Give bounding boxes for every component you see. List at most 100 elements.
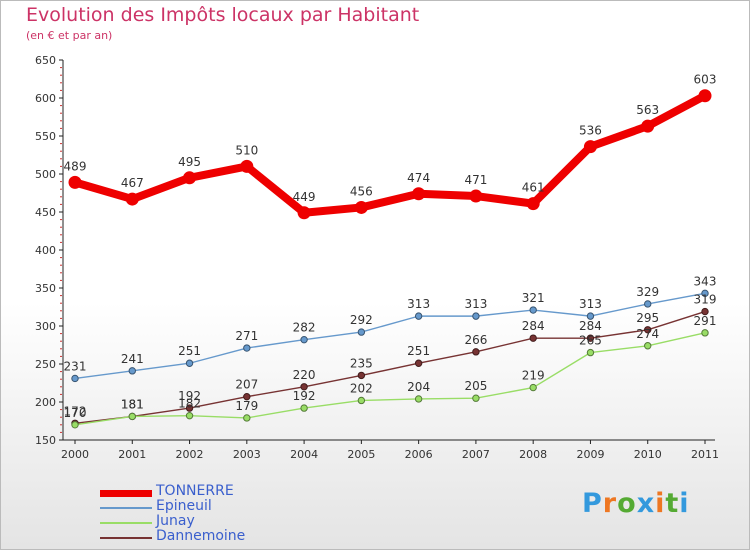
legend-swatch [100,507,152,509]
data-label-tonnerre: 449 [293,190,316,204]
data-point-junay [185,411,194,420]
data-label-epineuil: 282 [293,321,316,335]
data-label-junay: 205 [464,379,487,393]
data-label-epineuil: 271 [235,329,258,343]
data-point-tonnerre [583,140,597,154]
y-tick-label: 500 [35,168,56,181]
data-point-junay [414,395,423,403]
data-label-epineuil: 329 [636,285,659,299]
data-label-dannemoine: 172 [64,404,87,418]
x-tick-label: 2009 [576,448,604,461]
data-label-junay: 291 [694,314,717,328]
data-label-junay: 170 [64,406,87,420]
legend-label: Junay [156,513,195,529]
data-label-junay: 181 [121,397,144,411]
data-label-epineuil: 292 [350,313,373,327]
x-tick-label: 2002 [176,448,204,461]
data-point-tonnerre [469,189,483,203]
data-label-tonnerre: 474 [407,171,430,185]
data-point-junay [357,396,366,405]
data-point-junay [586,348,595,357]
data-label-tonnerre: 471 [464,173,487,187]
data-label-tonnerre: 467 [121,176,144,190]
data-label-epineuil: 313 [579,297,602,311]
data-label-tonnerre: 510 [235,143,258,157]
y-tick-label: 350 [35,282,56,295]
data-label-dannemoine: 266 [464,333,487,347]
data-label-tonnerre: 489 [64,159,87,173]
y-tick-label: 150 [35,434,56,447]
data-point-dannemoine [586,334,595,342]
data-point-epineuil [185,359,194,367]
logo-letter: i [655,488,666,519]
data-label-tonnerre: 461 [522,181,545,195]
series-line-dannemoine [74,310,706,424]
data-point-junay [128,412,136,421]
data-point-junay [243,414,251,422]
data-point-tonnerre [698,89,712,103]
data-label-dannemoine: 235 [350,356,373,370]
logo-letter: r [602,488,618,519]
x-tick-label: 2007 [462,448,490,461]
chart-subtitle: (en € et par an) [26,29,113,42]
data-point-dannemoine [243,392,251,401]
data-label-dannemoine: 192 [178,389,201,403]
y-tick-label: 250 [35,358,56,371]
data-label-epineuil: 241 [121,352,144,366]
x-tick-label: 2010 [634,448,662,461]
x-tick-label: 2000 [61,448,89,461]
y-tick-label: 650 [35,54,56,67]
data-label-epineuil: 231 [64,359,87,373]
data-label-tonnerre: 603 [694,73,717,87]
series-line-epineuil [74,292,706,380]
data-label-tonnerre: 563 [636,103,659,117]
legend-label: TONNERRE [156,483,234,499]
data-label-tonnerre: 495 [178,155,201,169]
data-point-epineuil [644,300,652,308]
data-label-junay: 192 [293,389,316,403]
data-point-junay [472,394,480,402]
data-point-epineuil [128,367,136,375]
y-tick-label: 550 [35,130,56,143]
y-tick-label: 400 [35,244,56,257]
legend-label: Dannemoine [156,528,246,544]
data-point-junay [529,383,537,392]
data-point-epineuil [243,344,251,352]
data-label-junay: 219 [522,369,545,383]
data-point-tonnerre [354,200,368,214]
logo-letter: t [665,488,680,519]
series-line-tonnerre [71,91,709,217]
data-point-tonnerre [641,119,655,133]
data-label-junay: 204 [407,380,430,394]
data-point-dannemoine [414,359,423,367]
data-label-junay: 274 [636,327,659,341]
data-label-dannemoine: 295 [636,311,659,325]
proxiti-logo: Proxiti [582,488,690,519]
data-point-junay [71,421,79,429]
data-label-junay: 202 [350,381,373,395]
data-point-epineuil [586,312,595,320]
data-label-junay: 179 [235,399,258,413]
data-point-dannemoine [300,383,308,391]
data-point-epineuil [71,374,79,383]
y-tick-label: 600 [35,92,56,105]
data-label-dannemoine: 284 [522,319,545,333]
x-tick-label: 2011 [691,448,719,461]
data-label-dannemoine: 284 [579,319,602,333]
data-label-dannemoine: 181 [121,397,144,411]
legend-label: Epineuil [156,498,212,514]
data-label-tonnerre: 456 [350,184,373,198]
data-point-tonnerre [240,159,254,173]
data-point-junay [701,329,709,337]
x-tick-label: 2004 [290,448,318,461]
legend-swatch [100,537,152,539]
data-label-epineuil: 313 [464,297,487,311]
x-tick-label: 2005 [347,448,375,461]
data-point-dannemoine [644,326,652,334]
logo-letter: P [582,488,603,519]
data-label-dannemoine: 207 [235,378,258,392]
data-point-epineuil [701,289,709,298]
y-tick-label: 300 [35,320,56,333]
